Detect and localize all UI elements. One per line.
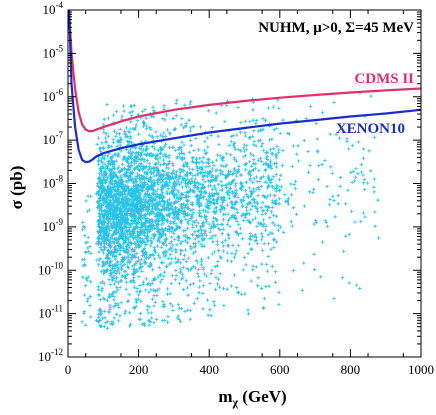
x-tick-label: 200: [129, 362, 149, 377]
chart-annotation: NUHM, μ>0, Σ=45 MeV: [258, 20, 414, 36]
y-tick-label: 10-10: [38, 260, 63, 277]
ticks-layer: 0 200 400 600 800 1000 10-12 10-11 10-10 10-9 10-8…: [38, 0, 434, 377]
x-tick-label: 0: [65, 362, 72, 377]
y-tick-label: 10-12: [38, 347, 63, 364]
y-tick-label: 10-11: [38, 304, 63, 321]
y-tick-label: 10-8: [43, 174, 64, 191]
x-tick-label: 1000: [408, 362, 434, 377]
curve-layer: [68, 9, 422, 164]
legend-xenon10: XENON10: [336, 121, 405, 137]
legend-cdms-ii: CDMS II: [354, 71, 414, 87]
x-axis-title-main: m: [218, 387, 232, 406]
x-axis-title: mχ (GeV): [218, 387, 286, 409]
y-tick-label: 10-4: [43, 0, 64, 17]
x-tick-label: 600: [270, 362, 290, 377]
scatter-layer: [80, 91, 381, 330]
x-tick-label: 400: [199, 362, 219, 377]
series-line-xenon10: [68, 9, 422, 164]
y-tick-label: 10-6: [43, 87, 64, 104]
y-axis-title: σ (pb): [7, 166, 26, 210]
x-axis-title-unit: (GeV): [238, 387, 287, 406]
y-tick-label: 10-5: [43, 43, 64, 60]
x-tick-label: 800: [341, 362, 361, 377]
x-axis-title-sub: χ: [232, 395, 239, 409]
series-line-cdms-ii: [68, 9, 422, 133]
y-tick-label: 10-7: [43, 130, 64, 147]
y-tick-label: 10-9: [43, 217, 64, 234]
scatter-points: [80, 91, 381, 330]
